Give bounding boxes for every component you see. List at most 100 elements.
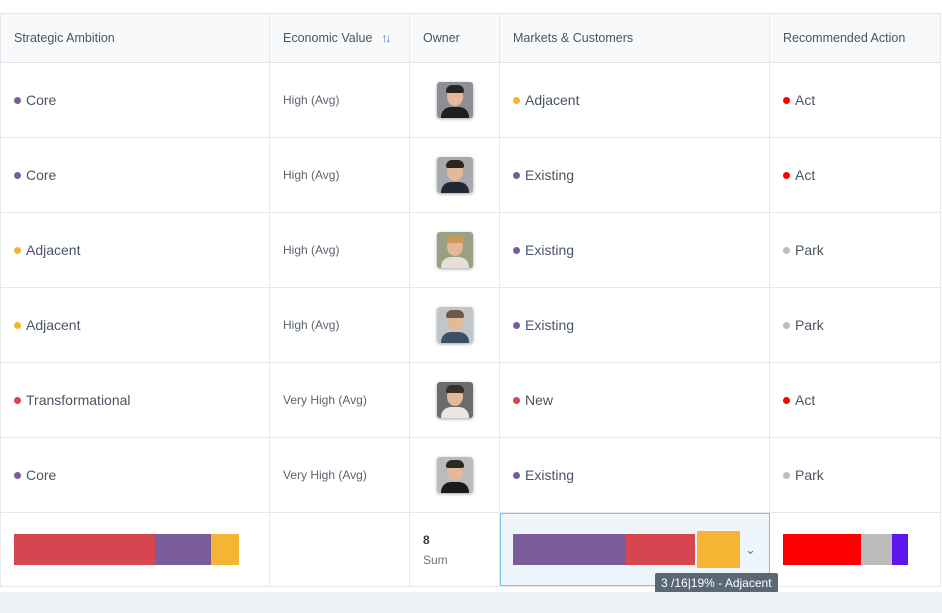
economic-value-cell[interactable]: Very High (Avg) (270, 438, 410, 512)
economic-value-cell[interactable]: High (Avg) (270, 138, 410, 212)
action-label: Park (795, 317, 824, 333)
header-economic-value[interactable]: Economic Value ↑↓ (270, 14, 410, 62)
recommended-action-cell[interactable]: Park (770, 438, 941, 512)
avatar[interactable] (437, 382, 473, 418)
economic-summary-cell[interactable] (270, 513, 410, 586)
strategic-ambition-cell[interactable]: Core (0, 438, 270, 512)
markets-customers-cell[interactable]: Existing (500, 213, 770, 287)
header-markets-customers[interactable]: Markets & Customers (500, 14, 770, 62)
markets-customers-cell[interactable]: Existing (500, 288, 770, 362)
bar-segment[interactable] (210, 534, 239, 565)
bar-segment[interactable] (861, 534, 893, 565)
owner-cell[interactable] (410, 288, 500, 362)
markets-customers-cell[interactable]: Adjacent (500, 63, 770, 137)
markets-dot-icon (513, 171, 520, 179)
markets-customers-cell[interactable]: Existing (500, 438, 770, 512)
owner-summary-cell[interactable]: 8 Sum (410, 513, 500, 586)
strategic-distribution-bar[interactable] (14, 534, 239, 565)
bar-segment[interactable] (697, 531, 740, 568)
markets-label: Existing (525, 317, 575, 333)
strategic-dot-icon (14, 471, 21, 479)
header-strategic-ambition[interactable]: Strategic Ambition (0, 14, 270, 62)
header-recommended-action[interactable]: Recommended Action (770, 14, 941, 62)
markets-label: Existing (525, 167, 575, 183)
horizontal-scrollbar[interactable] (0, 592, 942, 613)
recommended-action-cell[interactable]: Park (770, 213, 941, 287)
strategic-label: Transformational (26, 392, 131, 408)
header-owner[interactable]: Owner (410, 14, 500, 62)
strategic-ambition-cell[interactable]: Core (0, 63, 270, 137)
table-row[interactable]: Adjacent High (Avg) Existing Park (0, 288, 941, 363)
markets-distribution-bar[interactable] (513, 531, 740, 568)
strategic-label: Core (26, 467, 57, 483)
action-label: Act (795, 392, 816, 408)
bar-segment[interactable] (154, 534, 211, 565)
strategic-dot-icon (14, 321, 21, 329)
chevron-down-icon[interactable]: ⌄ (745, 542, 756, 557)
sort-icon[interactable]: ↑↓ (381, 31, 391, 45)
markets-dot-icon (513, 396, 520, 404)
action-distribution-bar[interactable] (783, 534, 908, 565)
economic-label: High (Avg) (283, 318, 340, 332)
recommended-action-cell[interactable]: Park (770, 288, 941, 362)
action-dot-icon (783, 471, 790, 479)
owner-cell[interactable] (410, 213, 500, 287)
bar-tooltip: 3 /16|19% - Adjacent (655, 573, 778, 593)
recommended-action-cell[interactable]: Act (770, 63, 941, 137)
avatar[interactable] (437, 157, 473, 193)
recommended-action-cell[interactable]: Act (770, 363, 941, 437)
strategic-ambition-cell[interactable]: Adjacent (0, 288, 270, 362)
economic-label: Very High (Avg) (283, 468, 367, 482)
markets-dot-icon (513, 96, 520, 104)
avatar[interactable] (437, 232, 473, 268)
strategic-dot-icon (14, 96, 21, 104)
economic-value-cell[interactable]: High (Avg) (270, 288, 410, 362)
bar-segment[interactable] (783, 534, 862, 565)
table-row[interactable]: Core Very High (Avg) Existing Park (0, 438, 941, 513)
economic-label: High (Avg) (283, 93, 340, 107)
owner-cell[interactable] (410, 63, 500, 137)
table-row[interactable]: Core High (Avg) Existing Act (0, 138, 941, 213)
markets-label: Adjacent (525, 92, 580, 108)
avatar[interactable] (437, 457, 473, 493)
owner-cell[interactable] (410, 363, 500, 437)
markets-customers-cell[interactable]: New (500, 363, 770, 437)
bar-segment[interactable] (14, 534, 155, 565)
economic-label: High (Avg) (283, 168, 340, 182)
table-row[interactable]: Core High (Avg) Adjacent Act (0, 63, 941, 138)
owner-cell[interactable] (410, 138, 500, 212)
markets-customers-cell[interactable]: Existing (500, 138, 770, 212)
strategic-label: Core (26, 167, 57, 183)
table-row[interactable]: Adjacent High (Avg) Existing Park (0, 213, 941, 288)
action-label: Park (795, 242, 824, 258)
economic-value-cell[interactable]: High (Avg) (270, 63, 410, 137)
action-label: Act (795, 167, 816, 183)
owner-cell[interactable] (410, 438, 500, 512)
action-dot-icon (783, 396, 790, 404)
markets-dot-icon (513, 471, 520, 479)
markets-dot-icon (513, 321, 520, 329)
owner-sum-value: 8 (423, 532, 430, 547)
bar-segment[interactable] (625, 534, 696, 565)
markets-label: Existing (525, 242, 575, 258)
owner-sum-label: Sum (423, 552, 448, 567)
strategic-ambition-cell[interactable]: Adjacent (0, 213, 270, 287)
action-summary-cell[interactable] (770, 513, 941, 586)
action-dot-icon (783, 171, 790, 179)
bar-segment[interactable] (513, 534, 626, 565)
strategic-summary-cell[interactable] (0, 513, 270, 586)
strategic-ambition-cell[interactable]: Transformational (0, 363, 270, 437)
markets-label: New (525, 392, 554, 408)
avatar[interactable] (437, 307, 473, 343)
action-dot-icon (783, 321, 790, 329)
strategic-ambition-cell[interactable]: Core (0, 138, 270, 212)
economic-value-cell[interactable]: High (Avg) (270, 213, 410, 287)
recommended-action-cell[interactable]: Act (770, 138, 941, 212)
avatar[interactable] (437, 82, 473, 118)
markets-dot-icon (513, 246, 520, 254)
economic-value-cell[interactable]: Very High (Avg) (270, 363, 410, 437)
markets-summary-cell[interactable]: ⌄ (500, 513, 770, 586)
table-row[interactable]: Transformational Very High (Avg) New Act (0, 363, 941, 438)
bar-segment[interactable] (892, 534, 908, 565)
summary-row: 8 Sum ⌄ (0, 513, 941, 587)
